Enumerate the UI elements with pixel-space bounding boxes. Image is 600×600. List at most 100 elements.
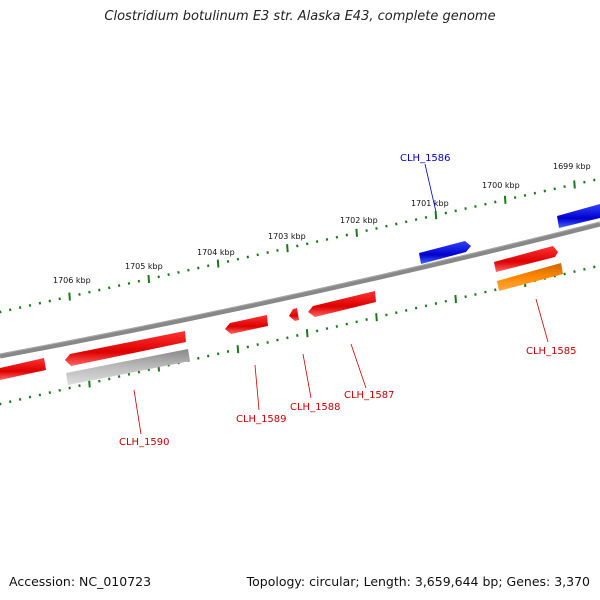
minor-tick [18, 306, 22, 310]
major-tick [503, 195, 507, 204]
minor-tick [454, 209, 457, 213]
pseudogene-orange[interactable] [497, 263, 563, 291]
gene-label-clh-1588: CLH_1588 [290, 402, 341, 413]
minor-tick [593, 265, 596, 269]
minor-tick [137, 279, 141, 283]
scale-label: 1704 kbp [197, 248, 235, 257]
minor-tick [464, 295, 467, 299]
accession-label: Accession: NC_010723 [9, 574, 152, 589]
minor-tick [38, 301, 42, 305]
minor-tick [513, 196, 517, 200]
cds-clh-1585[interactable] [494, 246, 558, 272]
minor-tick [385, 224, 388, 228]
major-tick [305, 329, 309, 338]
minor-tick [266, 340, 269, 344]
cds-left-edge[interactable] [0, 358, 46, 380]
reverse-strand-features [0, 263, 563, 385]
minor-tick [345, 233, 349, 237]
minor-tick [395, 311, 398, 315]
minor-tick [365, 318, 368, 321]
major-tick [147, 274, 151, 284]
scale-label: 1706 kbp [53, 276, 91, 285]
pseudogene-gray[interactable] [66, 349, 190, 385]
cds-upper-right-blue[interactable] [557, 204, 600, 228]
major-tick [434, 211, 438, 220]
minor-tick [197, 266, 200, 270]
minor-tick [474, 292, 477, 296]
minor-tick [88, 290, 91, 294]
scale-labels: 1699 kbp 1700 kbp 1701 kbp 1702 kbp 1703… [53, 162, 591, 285]
minor-tick [157, 275, 160, 279]
minor-tick [216, 352, 220, 356]
minor-tick [593, 178, 596, 182]
minor-tick [127, 281, 131, 285]
minor-tick [543, 189, 547, 193]
minor-tick [117, 284, 121, 288]
cds-clh-1589[interactable] [225, 315, 268, 334]
gene-label-clh-1585: CLH_1585 [526, 346, 577, 357]
minor-tick [28, 395, 32, 399]
minor-tick [583, 267, 586, 271]
minor-tick [434, 302, 438, 305]
minor-tick [355, 320, 358, 324]
minor-tick [206, 264, 210, 268]
cds-clh-1588[interactable] [289, 308, 299, 321]
cds-clh-1590[interactable] [65, 331, 186, 366]
minor-tick [68, 386, 71, 390]
minor-tick [286, 336, 289, 340]
minor-tick [296, 334, 299, 337]
major-tick [236, 345, 240, 354]
minor-tick [58, 297, 61, 301]
minor-tick [137, 370, 141, 374]
minor-tick [276, 338, 279, 342]
gene-label-clh-1589: CLH_1589 [236, 414, 287, 425]
scale-label: 1705 kbp [125, 262, 163, 271]
major-tick [216, 259, 220, 268]
minor-tick [395, 222, 398, 226]
minor-tick [563, 185, 566, 189]
scale-label: 1702 kbp [340, 216, 378, 225]
minor-tick [246, 255, 250, 259]
minor-tick [197, 356, 200, 360]
genome-title: Clostridium botulinum E3 str. Alaska E43… [104, 9, 496, 24]
minor-tick [187, 268, 190, 272]
minor-tick [494, 288, 497, 292]
minor-tick [563, 272, 566, 276]
minor-tick [404, 220, 408, 224]
minor-tick [107, 286, 111, 290]
minor-tick [78, 292, 81, 296]
label-leaders [133, 163, 549, 435]
cds-clh-1586[interactable] [419, 241, 471, 264]
minor-tick [8, 400, 12, 404]
minor-tick [117, 375, 121, 379]
minor-tick [494, 200, 497, 204]
minor-tick [266, 251, 269, 255]
genome-backbone [0, 221, 600, 359]
minor-tick [0, 402, 2, 406]
minor-tick [78, 384, 81, 388]
minor-tick [58, 388, 61, 392]
cds-clh-1587[interactable] [308, 291, 376, 317]
genome-summary: Topology: circular; Length: 3,659,644 bp… [246, 574, 590, 589]
minor-tick [226, 259, 230, 263]
minor-tick [28, 303, 32, 307]
minor-tick [464, 207, 467, 211]
minor-tick [276, 248, 279, 252]
minor-tick [424, 215, 428, 219]
minor-tick [18, 397, 22, 401]
minor-tick [385, 313, 388, 317]
minor-tick [335, 235, 339, 239]
gene-labels: CLH_1586 CLH_1585 CLH_1587 CLH_1588 CLH_… [119, 153, 577, 448]
minor-tick [0, 310, 2, 314]
gene-label-clh-1590: CLH_1590 [119, 437, 170, 448]
minor-tick [236, 257, 240, 261]
minor-tick [375, 226, 378, 230]
minor-tick [8, 308, 12, 312]
upper-scale-ticks [0, 178, 596, 314]
minor-tick [315, 240, 319, 244]
gene-label-clh-1587: CLH_1587 [344, 390, 395, 401]
minor-tick [474, 204, 477, 208]
minor-tick [444, 211, 448, 215]
minor-tick [424, 304, 428, 308]
